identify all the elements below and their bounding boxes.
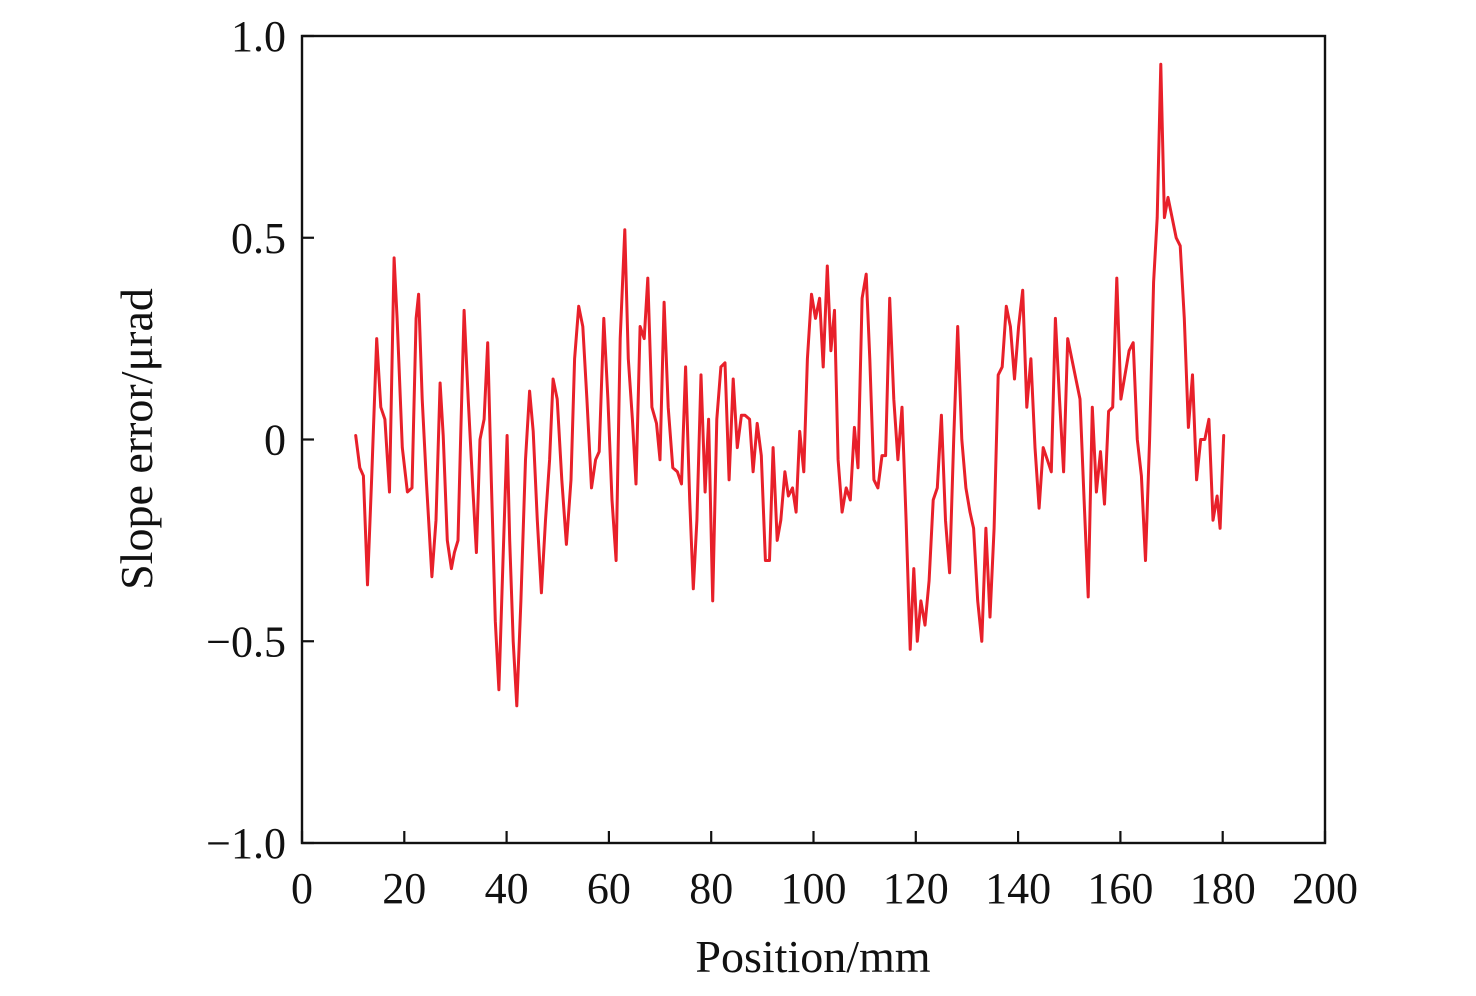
y-tick-label: −0.5 — [206, 617, 286, 666]
x-tick-label: 180 — [1190, 864, 1256, 913]
y-axis-title: Slope error/μrad — [111, 288, 162, 590]
x-tick-label: 200 — [1292, 864, 1358, 913]
x-tick-label: 20 — [382, 864, 426, 913]
x-tick-label: 0 — [291, 864, 313, 913]
x-tick-label: 120 — [883, 864, 949, 913]
x-tick-label: 140 — [985, 864, 1051, 913]
x-tick-label: 60 — [587, 864, 631, 913]
x-tick-label: 80 — [689, 864, 733, 913]
y-axis-ticks: −1.0 −0.5 0 0.5 1.0 — [206, 12, 314, 868]
y-tick-label: −1.0 — [206, 819, 286, 868]
y-tick-label: 0 — [264, 416, 286, 465]
series-layer — [354, 62, 1226, 708]
x-tick-label: 160 — [1087, 864, 1153, 913]
x-axis-ticks: 0 20 40 60 80 100 120 140 160 180 200 — [291, 831, 1358, 913]
y-tick-label: 1.0 — [231, 12, 286, 61]
x-tick-label: 100 — [781, 864, 847, 913]
series-line — [354, 62, 1226, 708]
x-tick-label: 40 — [485, 864, 529, 913]
x-axis-title: Position/mm — [695, 931, 930, 982]
y-tick-label: 0.5 — [231, 214, 286, 263]
plot-frame — [300, 34, 1327, 845]
